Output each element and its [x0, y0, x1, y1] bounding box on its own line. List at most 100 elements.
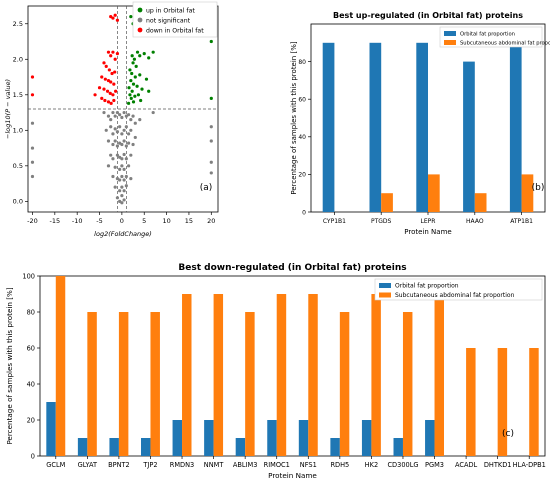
y-axis-label: −log10(P − value) [4, 79, 12, 139]
data-point [134, 64, 138, 68]
data-point [115, 153, 120, 157]
data-point [112, 82, 116, 86]
data-point [118, 167, 122, 171]
x-tick-label: RDH5 [330, 461, 349, 469]
data-point [126, 101, 131, 105]
data-point [122, 152, 126, 157]
data-point [135, 50, 140, 54]
y-tick-label: 20 [27, 416, 35, 424]
data-point [111, 93, 115, 97]
data-point [120, 132, 124, 136]
data-point [129, 128, 133, 132]
x-tick-label: 15 [185, 217, 193, 225]
bar [55, 276, 66, 456]
data-point [111, 142, 115, 147]
data-point [106, 139, 111, 143]
data-point [122, 198, 126, 202]
data-point [111, 174, 115, 179]
x-tick-label: HAAO [466, 218, 484, 225]
data-point [122, 110, 126, 115]
data-point [140, 87, 144, 91]
down-regulated-bar-chart: 0 20 40 60 80 100 GCLM GLYAT BPNT2 TJP2 RMDN3 NNMT A… [5, 263, 546, 480]
data-point [118, 125, 122, 129]
x-tick-label: PGM3 [425, 461, 444, 469]
y-tick-label: 1.5 [13, 91, 23, 99]
legend-label: up in Orbital fat [146, 7, 195, 14]
data-point [120, 157, 124, 161]
legend-marker [137, 7, 143, 13]
data-point [209, 160, 213, 164]
data-point [129, 96, 133, 100]
data-point [130, 89, 134, 93]
data-point [113, 57, 117, 61]
x-tick-label: NNMT [204, 461, 225, 469]
bar [497, 348, 508, 456]
data-point [124, 125, 128, 129]
bar [463, 61, 475, 212]
bar [150, 312, 160, 456]
x-tick-label: 10 [162, 217, 170, 225]
data-point [115, 144, 120, 148]
x-tick-label: NFS1 [300, 461, 317, 469]
x-tick-label: -20 [27, 217, 38, 225]
data-point [126, 132, 131, 136]
data-point [30, 75, 35, 79]
data-point [118, 178, 122, 182]
bar [245, 312, 255, 456]
panel-label: (c) [502, 429, 514, 439]
data-point [111, 132, 115, 136]
data-point [30, 174, 35, 179]
data-point [113, 165, 117, 169]
x-axis-label: Protein Name [404, 228, 451, 236]
data-point [105, 89, 110, 93]
data-point [139, 98, 143, 103]
data-point [142, 51, 146, 56]
data-point [138, 118, 142, 122]
x-tick-label: CYP1B1 [323, 218, 346, 225]
data-point [112, 98, 116, 103]
data-point [122, 167, 126, 171]
y-tick-label: 1.0 [13, 127, 23, 135]
data-point [106, 164, 111, 168]
bar [322, 42, 335, 212]
data-point [209, 39, 213, 44]
data-point [144, 77, 149, 81]
data-point [147, 56, 151, 60]
data-point [138, 73, 142, 77]
data-point [129, 15, 133, 19]
data-point [109, 153, 113, 157]
data-point [109, 54, 113, 58]
bar [118, 312, 129, 456]
data-point [113, 127, 117, 131]
x-tick-label: ATP1B1 [510, 218, 533, 225]
data-point [110, 71, 114, 76]
data-point [104, 64, 108, 68]
x-tick-label: ACADL [455, 461, 478, 469]
bar [393, 438, 403, 456]
data-point [151, 110, 155, 115]
data-point [128, 93, 132, 97]
data-point [100, 96, 104, 100]
legend-label: not significant [146, 17, 191, 24]
data-point [135, 84, 139, 88]
x-tick-label: CD300LG [387, 461, 418, 469]
bar [466, 348, 476, 456]
y-tick-label: 40 [298, 134, 306, 141]
data-point [111, 157, 115, 161]
data-point [120, 174, 124, 179]
y-tick-label: 2.5 [13, 20, 23, 28]
bar [87, 312, 97, 456]
data-point [209, 139, 213, 143]
data-point [132, 57, 136, 61]
data-point [108, 91, 112, 95]
data-point [122, 178, 126, 182]
data-point [124, 157, 128, 161]
data-point [120, 185, 124, 189]
data-point [147, 89, 151, 93]
legend-swatch [444, 40, 456, 45]
y-axis-label: Percentage of samples with this protein … [5, 287, 14, 444]
y-tick-label: 2.0 [13, 56, 23, 64]
data-point [120, 201, 124, 205]
data-point [209, 171, 213, 175]
